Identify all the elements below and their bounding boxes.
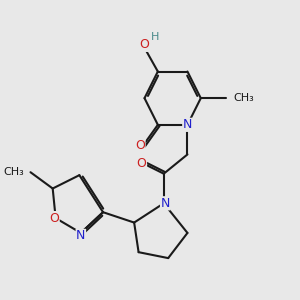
Text: O: O [49,212,59,225]
Text: N: N [160,197,170,210]
Text: H: H [151,32,159,43]
Text: CH₃: CH₃ [4,167,25,177]
Text: N: N [76,230,86,242]
Text: O: O [135,139,145,152]
Text: N: N [183,118,192,131]
Text: O: O [136,157,146,170]
Text: O: O [140,38,149,51]
Text: CH₃: CH₃ [233,93,254,103]
